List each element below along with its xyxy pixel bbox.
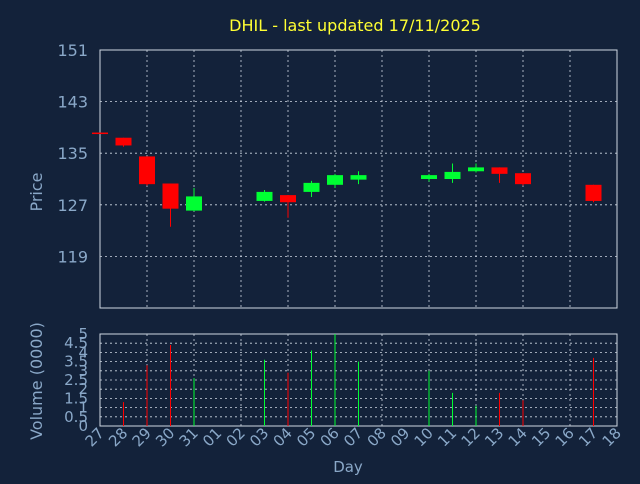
x-tick-label: 15 — [528, 424, 554, 450]
candle-body — [468, 167, 484, 172]
x-tick-label: 04 — [270, 424, 296, 450]
volume-tick-label: 0 — [78, 417, 88, 435]
volume-tick-label: 3 — [78, 362, 88, 380]
x-tick-label: 02 — [223, 424, 249, 450]
x-tick-label: 12 — [458, 424, 484, 450]
chart-title: DHIL - last updated 17/11/2025 — [229, 16, 481, 35]
x-tick-label: 01 — [199, 424, 225, 450]
x-tick-labels: 2728293031010203040506070809101112131415… — [82, 424, 625, 450]
price-grid — [99, 49, 618, 308]
price-plot-frame — [99, 49, 618, 309]
candle-body — [515, 173, 531, 185]
volume-tick-label: 1 — [78, 399, 88, 417]
x-tick-label: 31 — [176, 424, 202, 450]
candle-body — [92, 132, 108, 135]
x-tick-label: 17 — [575, 424, 601, 450]
candle-body — [256, 191, 273, 201]
candle-body — [186, 196, 202, 211]
x-tick-label: 06 — [317, 424, 343, 450]
x-tick-label: 13 — [481, 424, 507, 450]
volume-axis-label: Volume (0000) — [27, 322, 46, 440]
x-tick-label: 16 — [552, 424, 578, 450]
candle-body — [585, 184, 602, 201]
candle-body — [491, 167, 508, 174]
volume-tick-label: 0.5 — [64, 408, 88, 426]
candle-body — [162, 183, 179, 209]
price-tick-label: 127 — [57, 196, 88, 215]
volume-tick-label: 5 — [78, 325, 88, 343]
price-tick-label: 151 — [57, 41, 88, 60]
candle-body — [421, 175, 437, 179]
x-tick-label: 08 — [364, 424, 390, 450]
x-tick-label: 29 — [129, 424, 155, 450]
x-tick-label: 14 — [505, 424, 531, 450]
x-tick-label: 05 — [293, 424, 319, 450]
x-axis-label: Day — [333, 458, 363, 476]
volume-tick-label: 3.5 — [64, 353, 88, 371]
x-tick-label: 03 — [246, 424, 272, 450]
volume-tick-label: 1.5 — [64, 389, 88, 407]
volume-y-ticks: 00.511.522.533.544.55 — [64, 325, 88, 435]
x-tick-label: 18 — [599, 424, 625, 450]
volume-tick-label: 4.5 — [64, 334, 88, 352]
candle-body — [444, 171, 461, 179]
volume-tick-label: 2.5 — [64, 371, 88, 389]
price-tick-label: 143 — [57, 93, 88, 112]
price-tick-label: 135 — [57, 144, 88, 163]
price-tick-label: 119 — [57, 247, 88, 266]
volume-series — [123, 334, 594, 426]
candle-body — [139, 156, 155, 185]
candle-body — [327, 175, 343, 185]
price-y-ticks: 151 143 135 127 119 — [57, 41, 88, 266]
x-tick-label: 10 — [411, 424, 437, 450]
price-axis-label: Price — [27, 172, 46, 211]
volume-tick-label: 2 — [78, 380, 88, 398]
x-tick-label: 11 — [434, 424, 460, 450]
volume-tick-label: 4 — [78, 343, 88, 361]
candle-body — [280, 195, 296, 203]
x-tick-label: 09 — [387, 424, 413, 450]
x-tick-label: 07 — [340, 424, 366, 450]
x-tick-label: 30 — [152, 424, 178, 450]
x-tick-label: 28 — [105, 424, 131, 450]
candle-body — [303, 182, 320, 192]
candle-body — [350, 175, 367, 180]
candle-body — [115, 137, 132, 146]
candlestick-series — [92, 132, 602, 227]
